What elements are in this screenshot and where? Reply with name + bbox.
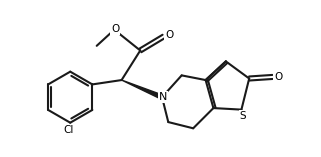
Text: O: O (274, 72, 282, 82)
Text: Cl: Cl (64, 125, 74, 135)
Polygon shape (122, 80, 163, 99)
Text: O: O (165, 30, 173, 40)
Text: N: N (159, 92, 167, 102)
Text: S: S (240, 111, 246, 121)
Text: O: O (111, 24, 119, 34)
